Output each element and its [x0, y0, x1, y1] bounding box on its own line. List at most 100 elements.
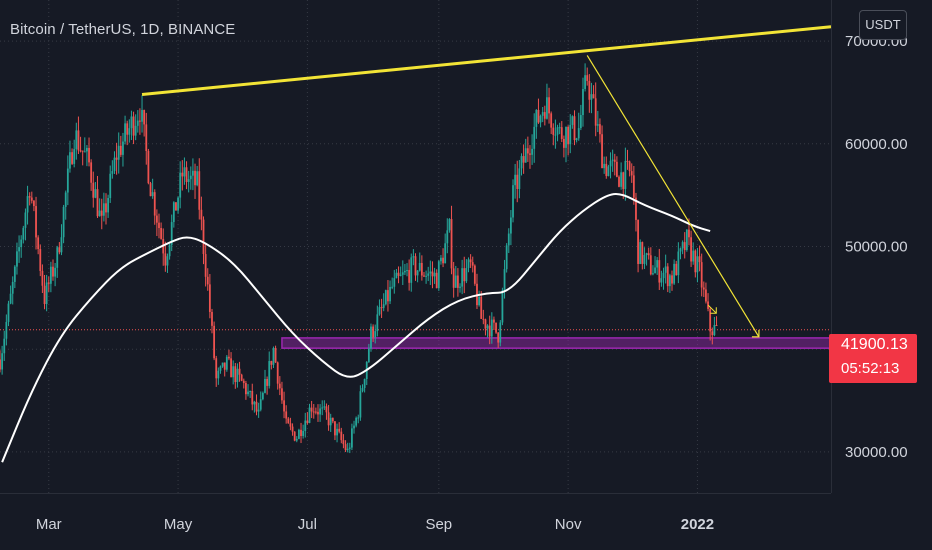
candle-body: [374, 331, 377, 338]
candle-body: [281, 388, 283, 401]
candle-body: [323, 406, 326, 408]
candle-body: [213, 325, 216, 359]
candle-body: [264, 378, 266, 393]
candle-body: [370, 326, 372, 349]
candle-body: [3, 338, 6, 354]
candle-body: [196, 171, 199, 186]
candle-body: [90, 162, 93, 183]
candle-body: [18, 247, 20, 252]
candle-body: [134, 125, 137, 136]
candle-body: [501, 290, 504, 323]
candle-body: [577, 128, 580, 139]
candle-body: [456, 275, 459, 288]
candle-body: [463, 268, 466, 282]
candle-body: [62, 206, 65, 238]
candle-body: [599, 124, 601, 135]
candle-body: [119, 145, 122, 155]
candle-body: [546, 97, 548, 119]
candle-body: [164, 253, 167, 266]
candle-body: [656, 260, 659, 268]
candle-body: [611, 159, 614, 161]
candle-body: [234, 366, 237, 383]
candle-body: [9, 293, 12, 304]
candle-body: [618, 176, 620, 187]
candle-body: [344, 444, 347, 451]
candle-body: [401, 272, 404, 275]
candle-body: [588, 80, 591, 100]
candle-body: [404, 270, 406, 273]
candle-body: [584, 75, 586, 89]
candle-body: [615, 161, 618, 177]
candle-body: [465, 267, 468, 282]
candle-body: [423, 275, 425, 277]
candle-body: [45, 282, 48, 305]
candle-body: [448, 219, 451, 231]
candle-body: [39, 249, 42, 271]
candle-body: [253, 401, 256, 405]
candle-body: [242, 380, 245, 384]
candle-body: [363, 379, 366, 389]
candle-body: [249, 391, 252, 393]
candle-body: [236, 368, 239, 383]
candle-body: [503, 269, 506, 291]
candle-body: [274, 347, 277, 363]
candle-body: [632, 175, 635, 198]
candle-body: [395, 272, 398, 279]
candle-body: [351, 428, 353, 448]
candle-body: [247, 391, 249, 395]
candle-body: [327, 412, 330, 426]
candle-body: [387, 290, 389, 302]
candle-body: [645, 253, 648, 255]
candle-body: [594, 98, 597, 126]
last-price-tag: 41900.13 05:52:13: [829, 334, 917, 383]
candle-body: [81, 150, 84, 152]
moving-average-line: [1, 192, 711, 463]
candles: [0, 63, 718, 454]
candle-body: [399, 274, 402, 276]
candle-body: [310, 407, 313, 412]
candle-body: [342, 440, 345, 445]
candle-body: [187, 179, 190, 182]
candle-body: [289, 423, 292, 427]
candle-body: [495, 322, 497, 333]
candle-body: [353, 425, 355, 429]
candle-body: [92, 182, 95, 198]
candle-body: [446, 230, 449, 244]
candle-body: [681, 242, 684, 249]
candle-body: [531, 148, 533, 155]
last-price-value: 41900.13: [841, 336, 908, 353]
candle-body: [514, 174, 517, 186]
candle-body: [28, 196, 31, 198]
candle-body: [378, 307, 381, 315]
candle-body: [160, 228, 163, 239]
currency-button[interactable]: USDT: [859, 10, 907, 40]
candle-body: [124, 123, 126, 142]
candle-body: [211, 311, 213, 326]
candle-body: [707, 301, 709, 309]
candle-body: [143, 110, 146, 125]
candle-body: [58, 247, 61, 253]
candle-body: [397, 272, 400, 276]
candle-body: [382, 304, 385, 308]
candle-body: [635, 197, 637, 220]
candle-body: [442, 257, 444, 264]
candle-body: [37, 237, 40, 250]
candle-body: [696, 256, 699, 273]
candle-body: [569, 124, 572, 145]
candle-body: [192, 170, 194, 176]
candle-body: [52, 266, 54, 277]
candle-body: [179, 172, 182, 198]
candle-body: [535, 109, 538, 127]
candle-body: [384, 290, 387, 305]
candle-body: [418, 262, 421, 271]
candle-body: [700, 262, 703, 288]
candle-body: [206, 276, 209, 285]
candle-body: [575, 138, 578, 141]
candle-body: [361, 388, 364, 392]
candle-body: [230, 358, 232, 378]
support-zone-rect: [281, 337, 832, 349]
candle-body: [245, 383, 247, 395]
candle-body: [181, 172, 184, 177]
candle-body: [283, 400, 285, 412]
